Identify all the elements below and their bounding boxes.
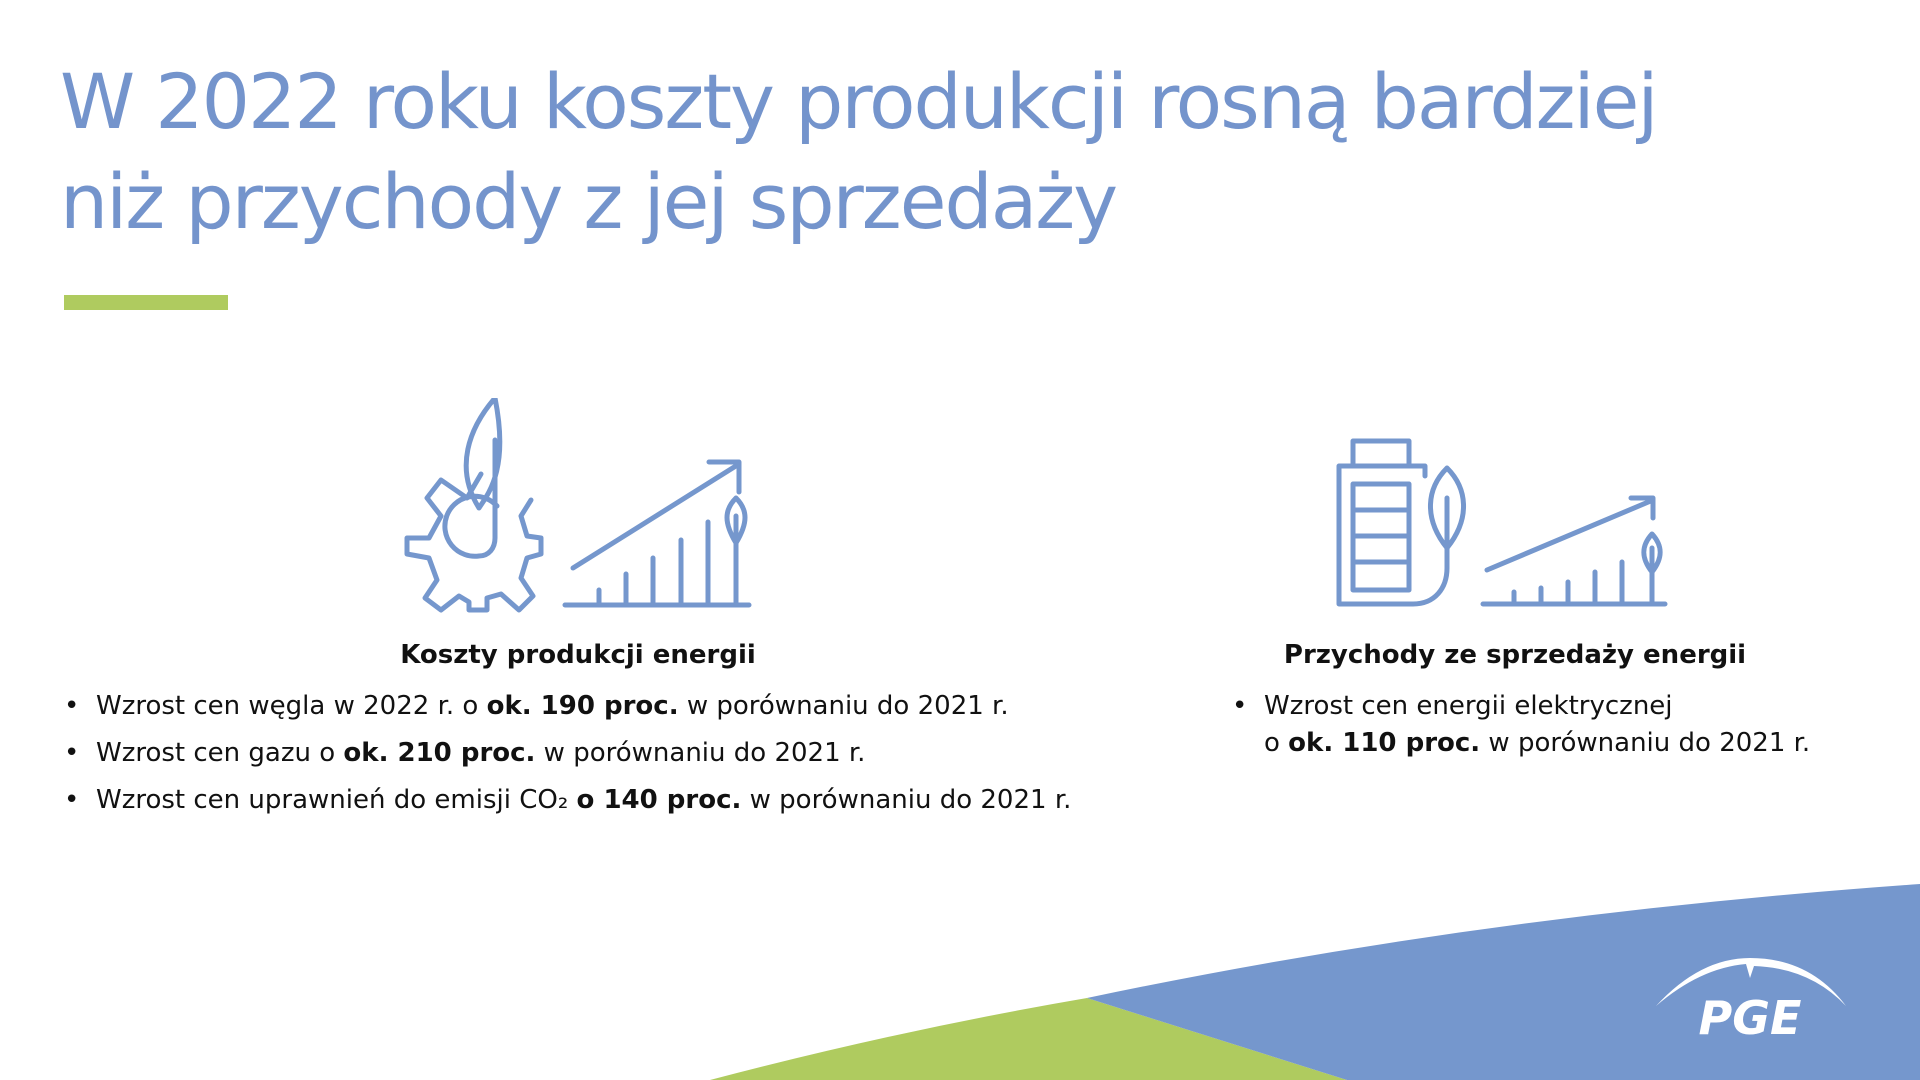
title-line-2: niż przychody z jej sprzedaży xyxy=(60,157,1118,246)
list-item: Wzrost cen węgla w 2022 r. o ok. 190 pro… xyxy=(64,683,1071,730)
left-heading: Koszty produkcji energii xyxy=(400,640,756,670)
gear-leaf-growth-chart-icon xyxy=(404,398,752,613)
list-item: Wzrost cen uprawnień do emisji CO₂ o 140… xyxy=(64,777,1071,824)
pge-logo: PGE xyxy=(1656,958,1846,1040)
blue-wave-shape xyxy=(1087,884,1920,1080)
accent-bar xyxy=(64,295,228,310)
right-heading: Przychody ze sprzedaży energii xyxy=(1283,640,1747,670)
list-item: Wzrost cen gazu o ok. 210 proc. w porówn… xyxy=(64,730,1071,777)
battery-leaf-growth-chart-icon xyxy=(1336,438,1668,607)
costs-bullet-list: Wzrost cen węgla w 2022 r. o ok. 190 pro… xyxy=(64,683,1071,824)
page-title: W 2022 roku koszty produkcji rosną bardz… xyxy=(60,52,1659,252)
logo-text: PGE xyxy=(1699,991,1802,1040)
green-wave-shape xyxy=(710,998,1347,1080)
title-line-1: W 2022 roku koszty produkcji rosną bardz… xyxy=(60,57,1659,146)
